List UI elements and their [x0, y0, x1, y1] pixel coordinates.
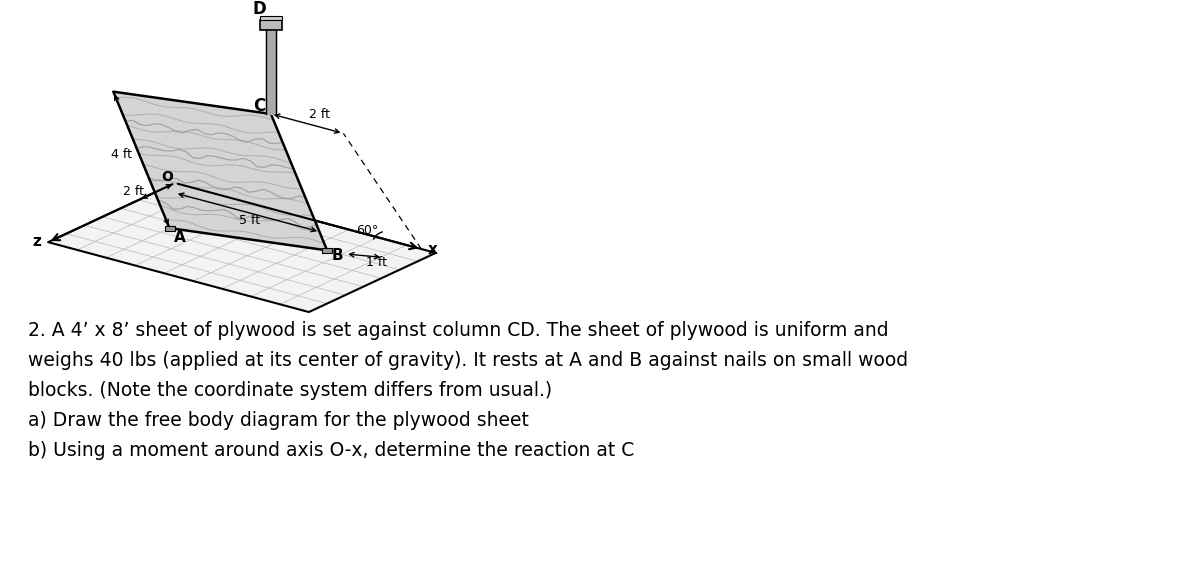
Bar [260, 17, 282, 20]
Text: D: D [253, 1, 266, 18]
Text: C: C [253, 97, 265, 115]
Text: weighs 40 lbs (applied at its center of gravity). It rests at A and B against na: weighs 40 lbs (applied at its center of … [28, 351, 908, 370]
Text: B: B [332, 248, 343, 264]
Text: b) Using a moment around axis O-x, determine the reaction at C: b) Using a moment around axis O-x, deter… [28, 441, 635, 460]
Text: 2 ft: 2 ft [310, 108, 330, 121]
Bar [164, 226, 174, 230]
Text: blocks. (Note the coordinate system differs from usual.): blocks. (Note the coordinate system diff… [28, 381, 552, 400]
Polygon shape [266, 30, 276, 114]
Text: 4 ft: 4 ft [112, 148, 132, 161]
Text: 1 ft: 1 ft [366, 256, 388, 269]
Text: 2. A 4’ x 8’ sheet of plywood is set against column CD. The sheet of plywood is : 2. A 4’ x 8’ sheet of plywood is set aga… [28, 321, 889, 340]
Text: z: z [32, 234, 41, 249]
Text: a) Draw the free body diagram for the plywood sheet: a) Draw the free body diagram for the pl… [28, 411, 529, 430]
Text: 5 ft: 5 ft [240, 214, 260, 227]
Text: 60°: 60° [356, 224, 378, 237]
Polygon shape [48, 183, 436, 312]
Text: A: A [174, 230, 185, 245]
Bar [322, 248, 332, 253]
Text: O: O [161, 170, 173, 184]
Polygon shape [113, 92, 328, 250]
Bar [260, 20, 282, 30]
Text: 2 ft: 2 ft [122, 186, 144, 198]
Text: x: x [427, 242, 437, 257]
